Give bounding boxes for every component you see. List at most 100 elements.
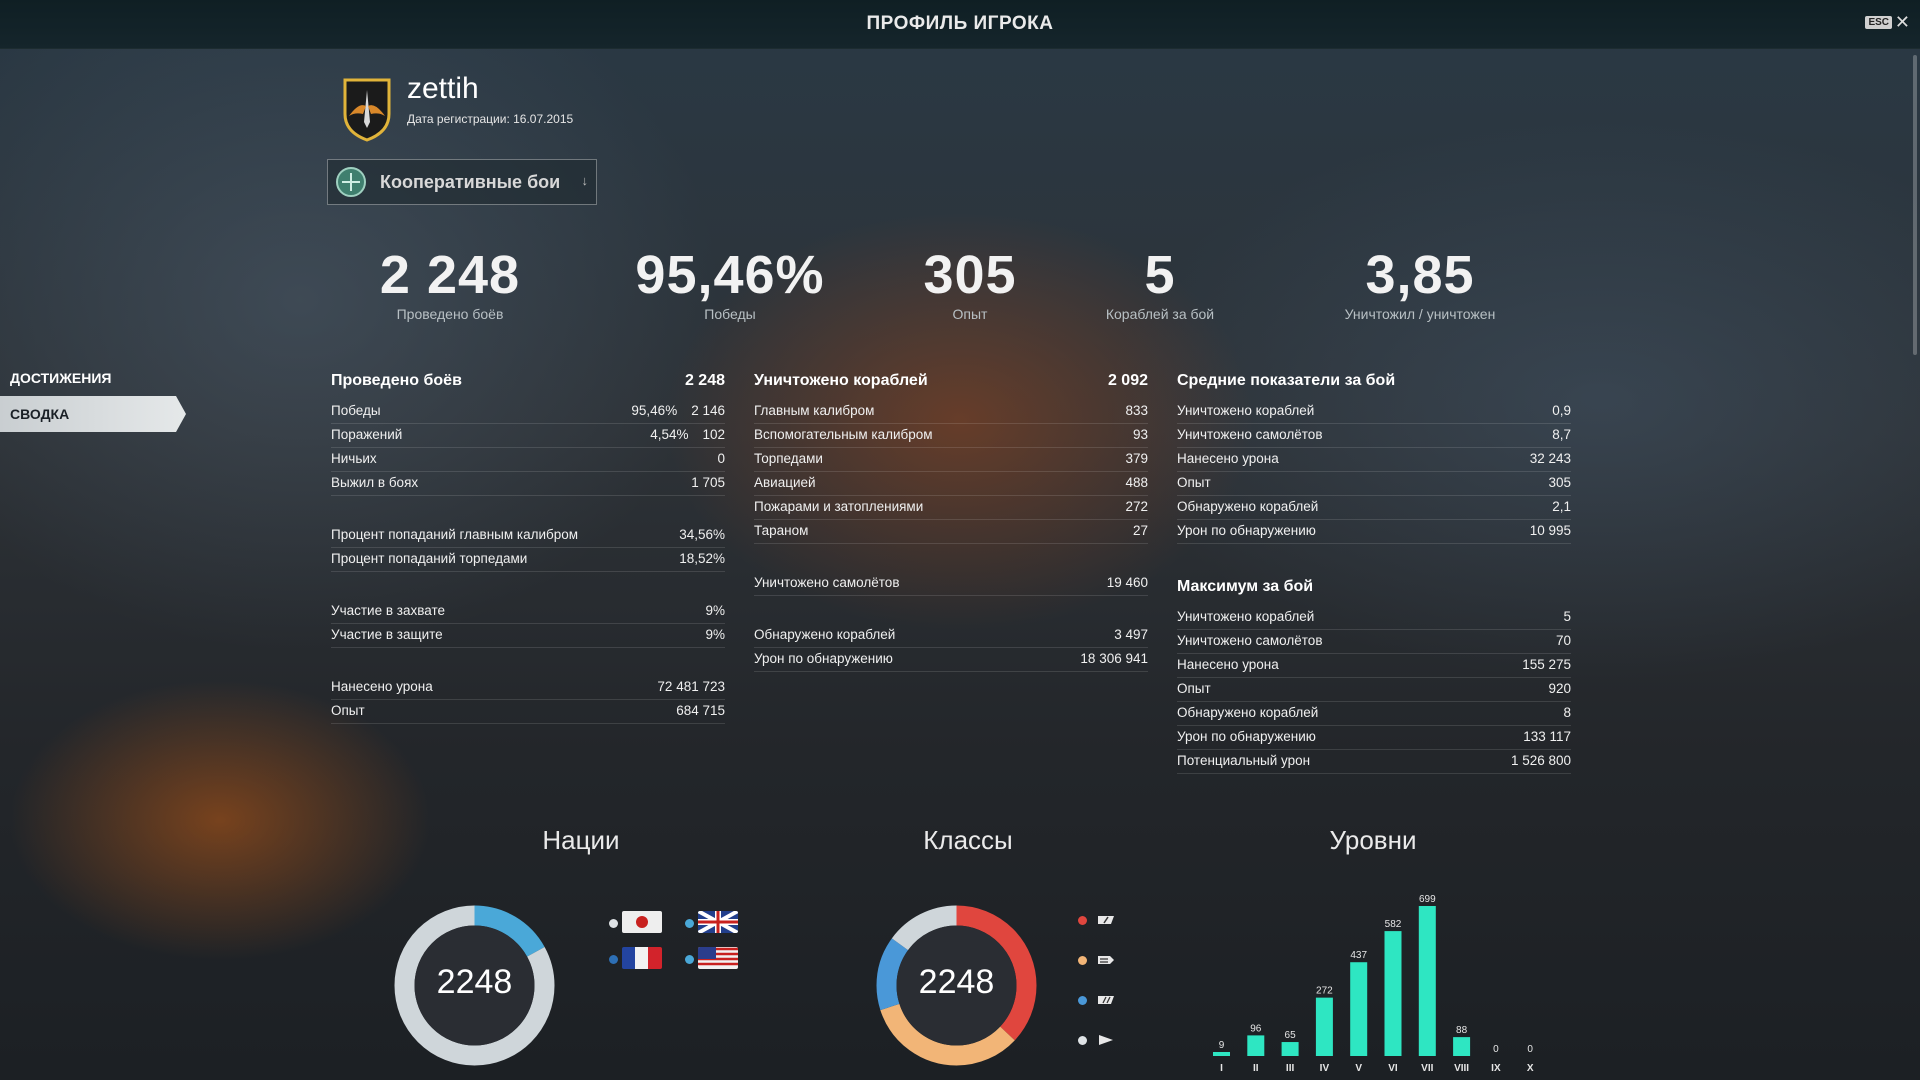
averages-panel: Средние показатели за бой Уничтожено кор…	[1177, 372, 1571, 774]
battles-panel: Проведено боёв 2 248 Победы 95,46% 2 146 …	[331, 372, 725, 724]
close-icon[interactable]: ✕	[1894, 12, 1910, 32]
classes-segment-1[interactable]	[876, 905, 1037, 1066]
tier-bar-VIII[interactable]	[1453, 1037, 1471, 1056]
tier-bar-IV[interactable]	[1315, 997, 1333, 1056]
summary-value: 305	[923, 245, 1017, 305]
summary-label: Уничтожил / уничтожен	[1344, 306, 1496, 322]
nav-item-achievements[interactable]: ДОСТИЖЕНИЯ	[10, 370, 112, 386]
tier-value-label: 88	[1456, 1025, 1468, 1036]
battles-header: Проведено боёв 2 248	[331, 372, 725, 396]
esc-key-hint[interactable]: ESC	[1865, 16, 1892, 29]
tier-bar-III[interactable]	[1281, 1042, 1299, 1056]
summary-label: Проведено боёв	[396, 306, 504, 322]
cruiser-class-icon[interactable]	[1097, 954, 1115, 966]
tier-bar-I[interactable]	[1213, 1052, 1230, 1056]
stat-label: Тараном	[754, 523, 809, 538]
stat-row: Участие в захвате 9%	[331, 600, 725, 624]
tier-bar-V[interactable]	[1350, 962, 1368, 1056]
stat-label: Авиацией	[754, 475, 816, 490]
stat-value: 18 306 941	[1080, 651, 1148, 666]
tier-value-label: 0	[1493, 1044, 1499, 1055]
tier-category-label: X	[1527, 1063, 1534, 1074]
nav-item-summary[interactable]: СВОДКА	[0, 396, 186, 432]
destroyer-class-icon[interactable]	[1097, 914, 1115, 926]
stat-label: Участие в защите	[331, 627, 443, 642]
tier-value-label: 437	[1350, 950, 1367, 961]
legend-dot	[1078, 996, 1087, 1005]
nations-donut-chart[interactable]	[392, 903, 557, 1068]
stat-value: 27	[1132, 523, 1148, 538]
panel-title: Средние показатели за бой	[1177, 372, 1396, 389]
stat-value: 5	[1563, 609, 1571, 624]
stat-label: Процент попаданий торпедами	[331, 551, 528, 566]
stat-label: Опыт	[1177, 681, 1211, 696]
stat-value: 305	[1548, 475, 1571, 490]
stat-label: Торпедами	[754, 451, 823, 466]
window-header: ПРОФИЛЬ ИГРОКА ESC ✕	[0, 0, 1920, 49]
stat-value: 3 497	[1114, 627, 1148, 642]
stat-row: Потенциальный урон 1 526 800	[1177, 750, 1571, 774]
tier-value-label: 272	[1316, 986, 1333, 997]
classes-segment-2[interactable]	[876, 905, 1037, 1066]
stat-label: Уничтожено самолётов	[1177, 427, 1323, 442]
usa-flag-icon[interactable]	[698, 947, 738, 969]
clan-emblem-icon	[343, 78, 391, 142]
stat-value: 0,9	[1552, 403, 1571, 418]
tier-category-label: IX	[1491, 1063, 1501, 1074]
window-title: ПРОФИЛЬ ИГРОКА	[866, 13, 1054, 34]
nations-donut-total: 2248	[436, 963, 513, 1001]
stat-value: 272	[1125, 499, 1148, 514]
summary-value: 3,85	[1365, 245, 1475, 305]
stat-row: Процент попаданий торпедами 18,52%	[331, 548, 725, 572]
summary-wins: 95,46% Победы	[600, 246, 860, 322]
maximums-header: Максимум за бой	[1177, 578, 1571, 602]
stat-row: Уничтожено самолётов 70	[1177, 630, 1571, 654]
stat-row: Торпедами 379	[754, 448, 1148, 472]
scrollbar[interactable]	[1913, 55, 1917, 355]
stat-value: 9%	[705, 603, 725, 618]
kills-panel: Уничтожено кораблей 2 092 Главным калибр…	[754, 372, 1148, 672]
stat-label: Нанесено урона	[1177, 657, 1279, 672]
legend-dot	[1078, 1036, 1087, 1045]
stat-row: Ничьих 0	[331, 448, 725, 472]
stat-label: Нанесено урона	[1177, 451, 1279, 466]
stat-label: Обнаружено кораблей	[754, 627, 896, 642]
stat-row: Урон по обнаружению 18 306 941	[754, 648, 1148, 672]
classes-donut-chart[interactable]	[874, 903, 1039, 1068]
summary-value: 95,46%	[635, 245, 825, 305]
japan-flag-icon[interactable]	[622, 911, 662, 933]
carrier-class-icon[interactable]	[1097, 1034, 1115, 1046]
tiers-bar-chart: 9 I 96 II 65 III 272 IV 437 V 582 VI 699 VII 88 VIII 0 IX…	[1213, 894, 1534, 1074]
tier-value-label: 582	[1385, 919, 1402, 930]
side-nav: ДОСТИЖЕНИЯ СВОДКА	[0, 360, 190, 432]
battleship-class-icon[interactable]	[1097, 994, 1115, 1006]
stat-row: Процент попаданий главным калибром 34,56…	[331, 524, 725, 548]
tier-value-label: 699	[1419, 894, 1436, 905]
stat-row: Нанесено урона 72 481 723	[331, 676, 725, 700]
stat-row: Урон по обнаружению 133 117	[1177, 726, 1571, 750]
stat-label: Уничтожено самолётов	[754, 575, 900, 590]
stat-value: 70	[1555, 633, 1571, 648]
stat-row: Уничтожено самолётов 8,7	[1177, 424, 1571, 448]
tier-bar-II[interactable]	[1247, 1035, 1265, 1056]
panel-total: 2 248	[684, 372, 725, 389]
stat-label: Потенциальный урон	[1177, 753, 1311, 768]
summary-value: 2 248	[379, 245, 521, 305]
stat-value: 684 715	[676, 703, 725, 718]
tier-category-label: VIII	[1454, 1063, 1469, 1074]
nations-segment-1[interactable]	[394, 905, 555, 1066]
stat-row: Обнаружено кораблей 2,1	[1177, 496, 1571, 520]
tier-bar-VII[interactable]	[1418, 906, 1436, 1056]
france-flag-icon[interactable]	[622, 947, 662, 969]
tier-bar-VI[interactable]	[1384, 931, 1402, 1056]
legend-dot	[1078, 916, 1087, 925]
stat-percent: 4,54%	[650, 427, 689, 442]
classes-segment-3[interactable]	[876, 905, 1037, 1066]
uk-flag-icon[interactable]	[698, 911, 738, 933]
tier-value-label: 65	[1285, 1030, 1297, 1041]
stat-label: Уничтожено самолётов	[1177, 633, 1323, 648]
stat-label: Пожарами и затоплениями	[754, 499, 924, 514]
tier-category-label: III	[1286, 1063, 1295, 1074]
battle-mode-select[interactable]: Кооперативные бои ↓	[327, 159, 597, 205]
stat-value: 34,56%	[679, 527, 725, 542]
